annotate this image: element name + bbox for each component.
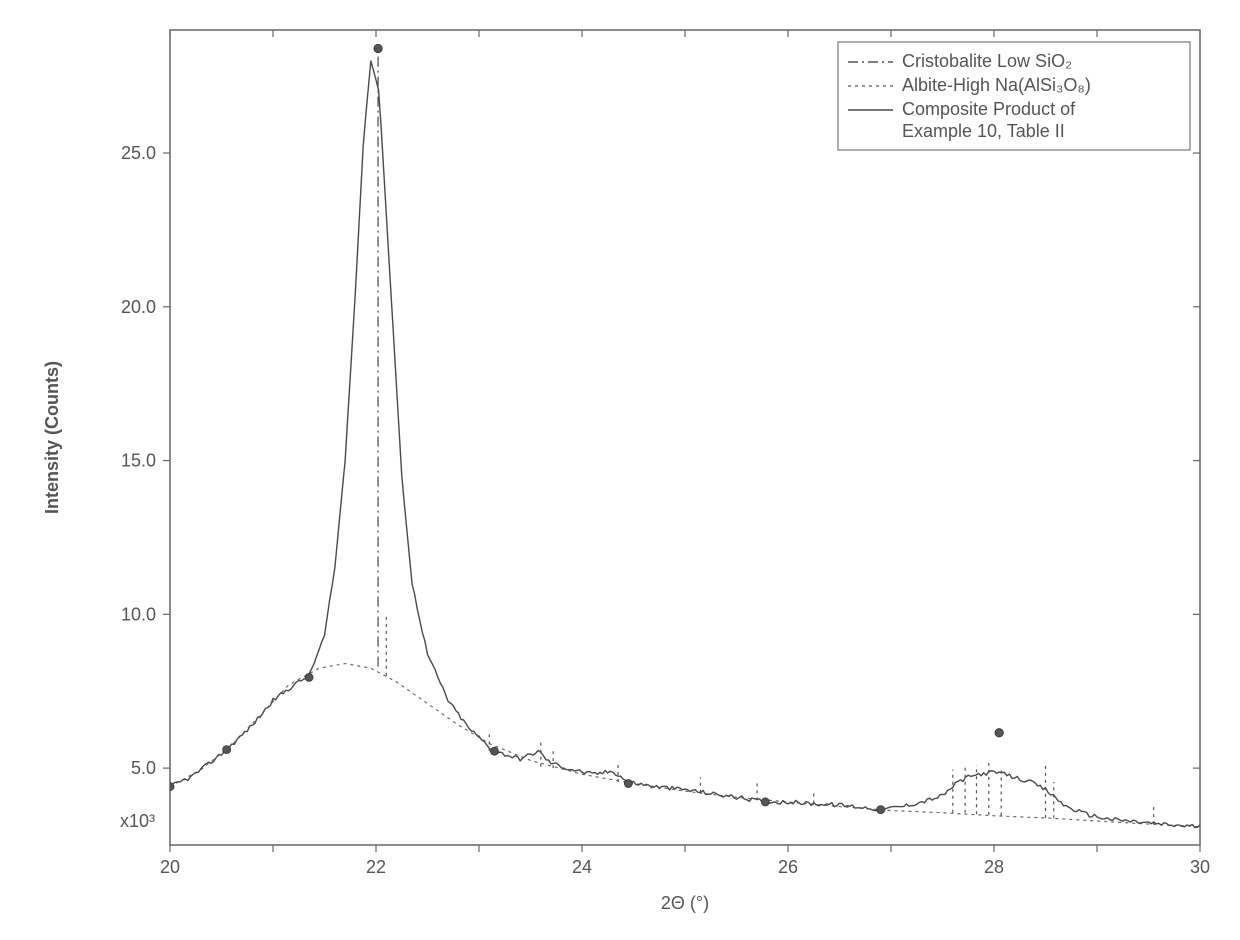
composite-marker <box>166 783 174 791</box>
cristobalite-marker <box>374 44 382 52</box>
x-tick-label: 28 <box>984 857 1004 877</box>
x-tick-label: 20 <box>160 857 180 877</box>
y-tick-label: 15.0 <box>121 451 156 471</box>
x-tick-label: 22 <box>366 857 386 877</box>
composite-marker <box>877 806 885 814</box>
y-tick-label: 5.0 <box>131 758 156 778</box>
y-tick-label: 25.0 <box>121 143 156 163</box>
xrd-chart: 20 22 24 26 28 30 5.0 10.0 15.0 20.0 25.0 2Θ (°) Int… <box>0 0 1240 940</box>
x-axis-label: 2Θ (°) <box>661 893 709 913</box>
x-tick-label: 24 <box>572 857 592 877</box>
legend-label-albite: Albite-High Na(AlSi₃O₈) <box>902 75 1091 95</box>
legend-label-composite-2: Example 10, Table II <box>902 121 1065 141</box>
chart-svg: 20 22 24 26 28 30 5.0 10.0 15.0 20.0 25.0 2Θ (°) Int… <box>0 0 1240 940</box>
composite-curve <box>170 61 1200 828</box>
x-tick-label: 26 <box>778 857 798 877</box>
composite-marker <box>305 673 313 681</box>
y-scale-note: x10³ <box>120 811 155 831</box>
y-tick-label: 10.0 <box>121 604 156 624</box>
composite-marker <box>490 747 498 755</box>
y-tick-label: 20.0 <box>121 297 156 317</box>
composite-marker <box>624 779 632 787</box>
legend-label-cristobalite: Cristobalite Low SiO₂ <box>902 51 1072 71</box>
composite-marker <box>761 798 769 806</box>
legend-label-composite-1: Composite Product of <box>902 99 1076 119</box>
x-tick-label: 30 <box>1190 857 1210 877</box>
composite-marker <box>223 746 231 754</box>
cristobalite-marker <box>995 729 1003 737</box>
y-axis-label: Intensity (Counts) <box>42 361 62 514</box>
plot-border <box>170 30 1200 845</box>
